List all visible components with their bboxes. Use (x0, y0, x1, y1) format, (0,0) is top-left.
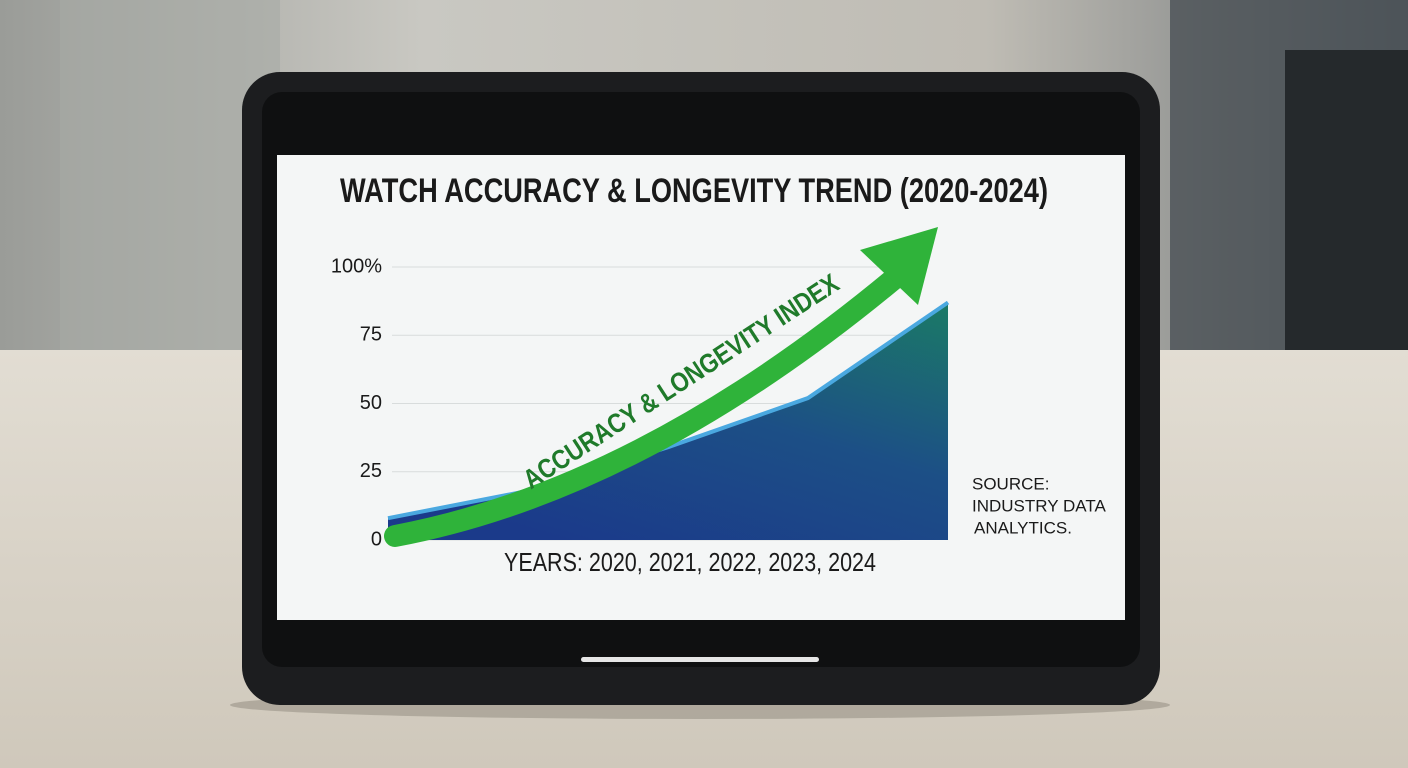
y-tick-label: 75 (360, 324, 382, 346)
y-tick-label: 0 (371, 528, 382, 550)
source-line: ANALYTICS. (974, 518, 1072, 537)
chair (1285, 50, 1408, 350)
chart-title: WATCH ACCURACY & LONGEVITY TREND (2020-2… (340, 172, 1048, 210)
x-axis-label: YEARS: 2020, 2021, 2022, 2023, 2024 (504, 547, 876, 577)
source-line: INDUSTRY DATA (972, 496, 1106, 515)
home-indicator (581, 657, 819, 662)
y-tick-label: 25 (360, 460, 382, 482)
trend-arrow (384, 267, 906, 547)
source-line: SOURCE: (972, 474, 1049, 493)
plot: 0 25 50 75 100% (331, 255, 950, 550)
area (388, 302, 948, 540)
y-tick-label: 50 (360, 392, 382, 414)
y-tick-label: 100% (331, 255, 382, 277)
arrow-head (860, 227, 938, 305)
